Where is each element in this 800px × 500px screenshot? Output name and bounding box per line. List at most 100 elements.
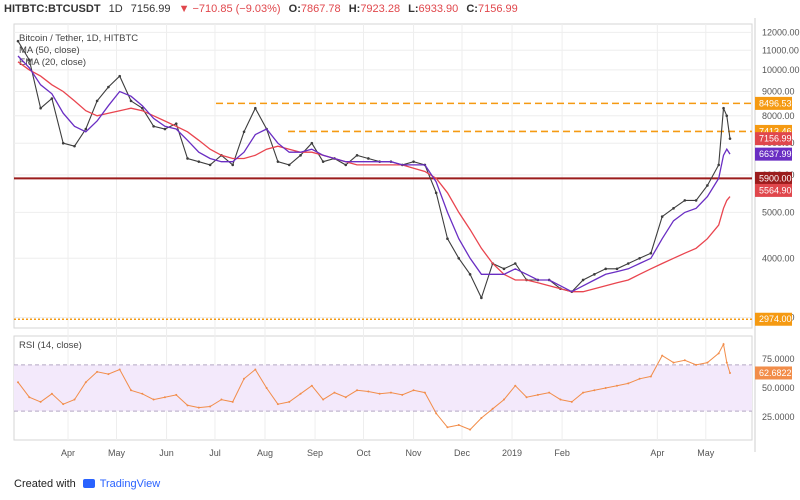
price-point xyxy=(355,154,359,157)
price-point xyxy=(39,106,42,110)
rsi-point xyxy=(130,389,133,392)
rsi-point xyxy=(491,407,494,410)
rsi-point xyxy=(514,384,517,387)
footer-credit: Created with TradingView xyxy=(14,478,161,490)
rsi-point xyxy=(627,382,630,385)
rsi-point xyxy=(243,377,246,380)
time-tick-label: Sep xyxy=(307,448,323,458)
level-tag-label: 7413.46 xyxy=(759,126,792,136)
rsi-point xyxy=(333,391,336,394)
rsi-point xyxy=(502,398,505,401)
rsi-point xyxy=(175,393,178,396)
time-tick-label: Jun xyxy=(159,448,174,458)
price-point xyxy=(344,163,348,167)
time-tick-label: Aug xyxy=(257,448,273,458)
price-tick-label: 9000.00 xyxy=(762,87,795,97)
time-tick-label: May xyxy=(697,448,715,458)
rsi-value-tag xyxy=(755,366,792,380)
level-tag-5900.00 xyxy=(755,171,792,185)
price-point xyxy=(604,267,607,271)
rsi-point xyxy=(84,381,87,384)
price-point xyxy=(50,97,54,100)
price-tick-label: 11000.00 xyxy=(762,45,799,55)
price-point xyxy=(672,207,675,210)
rsi-point xyxy=(525,396,528,399)
rsi-point xyxy=(209,405,212,408)
time-tick-label: Apr xyxy=(650,448,664,458)
interval: 1D xyxy=(108,3,123,15)
price-point xyxy=(141,106,144,110)
price-point xyxy=(28,58,31,62)
rsi-point xyxy=(288,400,291,403)
price-point xyxy=(468,273,472,276)
price-point xyxy=(593,273,596,276)
rsi-point xyxy=(672,361,675,364)
price-tag-7156.99 xyxy=(755,132,792,146)
price-point xyxy=(434,191,438,195)
price-point xyxy=(502,267,506,271)
symbol-header: HITBTC:BTCUSDT 1D 7156.99 ▼ −710.85 (−9.… xyxy=(4,3,523,15)
rsi-point xyxy=(604,387,607,389)
price-point xyxy=(513,262,517,265)
rsi-point xyxy=(638,377,641,380)
price-tick-label: 8000.00 xyxy=(762,111,795,121)
level-tag-8496.53 xyxy=(755,96,792,110)
open-value: O:7867.78 xyxy=(288,3,341,15)
price-point xyxy=(615,267,619,271)
rsi-point xyxy=(729,371,731,374)
rsi-point xyxy=(62,403,65,406)
price-tag-label: 6637.99 xyxy=(759,149,792,159)
price-point xyxy=(367,157,370,160)
price-point xyxy=(446,237,449,240)
rsi-point xyxy=(231,400,234,403)
series-line-0 xyxy=(17,40,731,300)
rsi-point xyxy=(344,396,347,399)
tradingview-brand[interactable]: TradingView xyxy=(99,478,161,490)
high-value: H:7923.28 xyxy=(348,3,401,15)
time-tick-label: Dec xyxy=(454,448,471,458)
rsi-point xyxy=(683,359,686,362)
rsi-line xyxy=(17,342,731,431)
rsi-point xyxy=(548,391,551,394)
price-tag-label: 7156.99 xyxy=(759,134,792,144)
rsi-point xyxy=(276,403,279,406)
price-point xyxy=(208,163,212,167)
rsi-point xyxy=(50,392,53,395)
rsi-point xyxy=(582,391,585,394)
price-chart[interactable]: 12000.0011000.0010000.009000.008000.0070… xyxy=(0,0,800,470)
price-tag-6637.99 xyxy=(755,147,792,161)
rsi-point xyxy=(378,392,381,395)
rsi-point xyxy=(389,391,392,394)
low-value: L:6933.90 xyxy=(408,3,459,15)
price-point xyxy=(231,163,235,167)
rsi-point xyxy=(559,398,562,401)
rsi-point xyxy=(220,398,223,401)
rsi-point xyxy=(141,392,144,395)
tradingview-logo-icon[interactable] xyxy=(82,479,95,488)
price-point xyxy=(412,160,415,163)
rsi-point xyxy=(593,389,596,392)
rsi-point xyxy=(717,352,720,355)
rsi-tick-label: 25.0000 xyxy=(762,412,795,422)
rsi-point xyxy=(457,423,460,426)
time-tick-label: May xyxy=(108,448,126,458)
rsi-point xyxy=(722,343,725,346)
price-point xyxy=(129,99,133,103)
price-tag-5564.90 xyxy=(755,183,792,197)
price-point xyxy=(197,160,201,163)
price-point xyxy=(186,157,189,160)
price-legend-entry: EMA (20, close) xyxy=(19,57,86,68)
rsi-point xyxy=(435,412,438,415)
price-tick-label: 10000.00 xyxy=(762,65,800,75)
rsi-point xyxy=(163,396,166,399)
time-tick-label: Oct xyxy=(356,448,371,458)
time-tick-label: Nov xyxy=(406,448,423,458)
price-point xyxy=(242,130,246,134)
rsi-point xyxy=(96,370,99,373)
price-point xyxy=(299,154,302,157)
rsi-tick-label: 75.0000 xyxy=(762,354,795,364)
price-point xyxy=(107,85,110,89)
rsi-point xyxy=(423,391,426,394)
rsi-point xyxy=(118,368,121,371)
